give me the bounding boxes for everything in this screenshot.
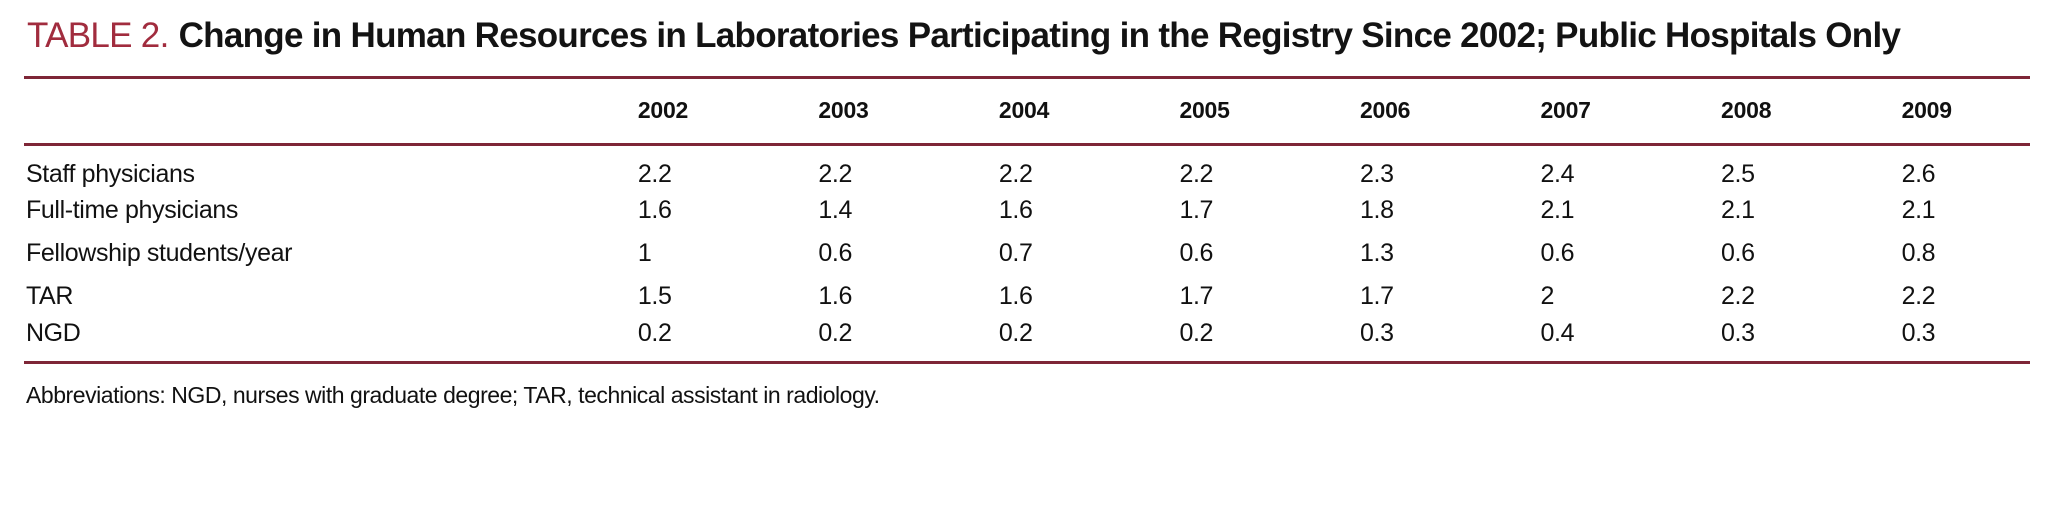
value-cell: 2.5 <box>1721 159 1755 188</box>
value-cell: 2.1 <box>1721 195 1755 224</box>
year-column-header: 2009 <box>1901 79 2030 146</box>
value-cell: 1.5 <box>637 281 672 310</box>
year-column-header: 2008 <box>1721 79 1902 146</box>
row-label: NGD <box>26 318 81 347</box>
table-row: NGD 0.2 0.2 0.2 0.2 0.3 0.4 0.3 0.3 <box>24 318 2030 361</box>
value-cell: 0.6 <box>1721 238 1755 267</box>
value-cell: 2.1 <box>1901 195 1936 224</box>
table-caption-text: Change in Human Resources in Laboratorie… <box>178 16 1901 55</box>
table-row: Fellowship students/year 1 0.6 0.7 0.6 1… <box>24 232 2030 275</box>
top-rule <box>24 76 2030 79</box>
value-cell: 0.6 <box>1540 238 1575 267</box>
value-cell: 2.3 <box>1359 159 1394 188</box>
value-cell: 2.1 <box>1540 195 1575 224</box>
table-caption: TABLE 2. Change in Human Resources in Lab… <box>24 14 2030 58</box>
value-cell: 2.2 <box>818 159 853 188</box>
value-cell: 2.2 <box>1721 281 1755 310</box>
table-row: Staff physicians 2.2 2.2 2.2 2.2 2.3 2.4… <box>24 144 2030 189</box>
value-cell: 0.3 <box>1901 318 1936 347</box>
row-label: Full-time physicians <box>26 195 239 224</box>
value-cell: 1.7 <box>1179 281 1214 310</box>
bottom-rule <box>24 360 2030 364</box>
table-row: TAR 1.5 1.6 1.6 1.7 1.7 2 2.2 2.2 <box>24 275 2030 318</box>
year-column-header: 2006 <box>1359 79 1541 146</box>
year-column-header: 2002 <box>637 79 819 146</box>
value-cell: 2.2 <box>637 159 672 188</box>
value-cell: 0.6 <box>1179 238 1214 267</box>
year-column-header: 2003 <box>818 79 999 146</box>
value-cell: 2.2 <box>998 159 1033 188</box>
value-cell: 1.7 <box>1179 195 1214 224</box>
value-cell: 0.7 <box>998 238 1033 267</box>
row-label: Staff physicians <box>26 159 195 188</box>
value-cell: 1.3 <box>1359 238 1394 267</box>
value-cell: 0.6 <box>818 238 853 267</box>
value-cell: 1.6 <box>637 195 672 224</box>
value-cell: 0.2 <box>637 318 672 347</box>
value-cell: 2.2 <box>1179 159 1214 188</box>
value-cell: 2.4 <box>1540 159 1575 188</box>
value-cell: 0.3 <box>1721 318 1755 347</box>
year-column-header: 2007 <box>1540 79 1722 146</box>
value-cell: 1.6 <box>998 195 1033 224</box>
value-cell: 1 <box>637 238 652 267</box>
year-column-header: 2004 <box>998 79 1180 146</box>
row-label: TAR <box>26 281 74 310</box>
value-cell: 1.6 <box>818 281 853 310</box>
table-footnote: Abbreviations: NGD, nurses with graduate… <box>26 381 880 408</box>
value-cell: 1.4 <box>818 195 853 224</box>
table-number-label: TABLE 2. <box>27 16 169 55</box>
table-row: Full-time physicians 1.6 1.4 1.6 1.7 1.8… <box>24 189 2030 232</box>
value-cell: 0.2 <box>998 318 1033 347</box>
value-cell: 0.8 <box>1901 238 1936 267</box>
value-cell: 2 <box>1540 281 1555 310</box>
value-cell: 2.2 <box>1901 281 1936 310</box>
value-cell: 0.2 <box>818 318 853 347</box>
empty-header-cell <box>24 79 638 146</box>
value-cell: 1.7 <box>1359 281 1394 310</box>
value-cell: 1.6 <box>998 281 1033 310</box>
value-cell: 2.6 <box>1901 159 1936 188</box>
value-cell: 0.2 <box>1179 318 1214 347</box>
header-row: 2002 2003 2004 2005 2006 2007 2008 2009 <box>24 79 2030 146</box>
value-cell: 0.3 <box>1359 318 1394 347</box>
year-column-header: 2005 <box>1179 79 1360 146</box>
row-label: Fellowship students/year <box>26 238 293 267</box>
human-resources-table: 2002 2003 2004 2005 2006 2007 2008 2009 … <box>24 79 2030 361</box>
value-cell: 0.4 <box>1540 318 1575 347</box>
value-cell: 1.8 <box>1359 195 1394 224</box>
